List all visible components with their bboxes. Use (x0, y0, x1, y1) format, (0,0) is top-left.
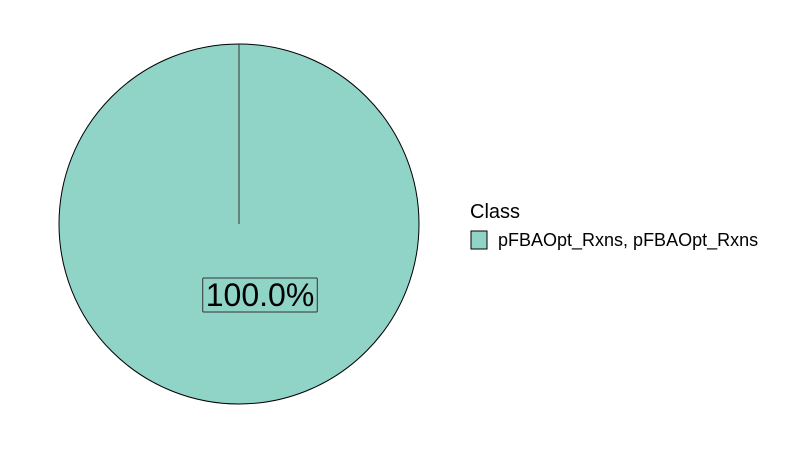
slice-labels: 100.0% (202, 277, 318, 313)
legend-label: pFBAOpt_Rxns, pFBAOpt_Rxns (498, 230, 758, 251)
slice-label-text: 100.0% (206, 277, 315, 313)
legend-title: Class (470, 201, 520, 223)
legend-items: pFBAOpt_Rxns, pFBAOpt_Rxns (470, 230, 758, 251)
slice-label: 100.0% (202, 277, 318, 313)
pie-slices (58, 43, 420, 405)
legend: Class pFBAOpt_Rxns, pFBAOpt_Rxns (470, 201, 758, 251)
legend-swatch (470, 230, 488, 250)
slice-label-box (202, 277, 318, 313)
